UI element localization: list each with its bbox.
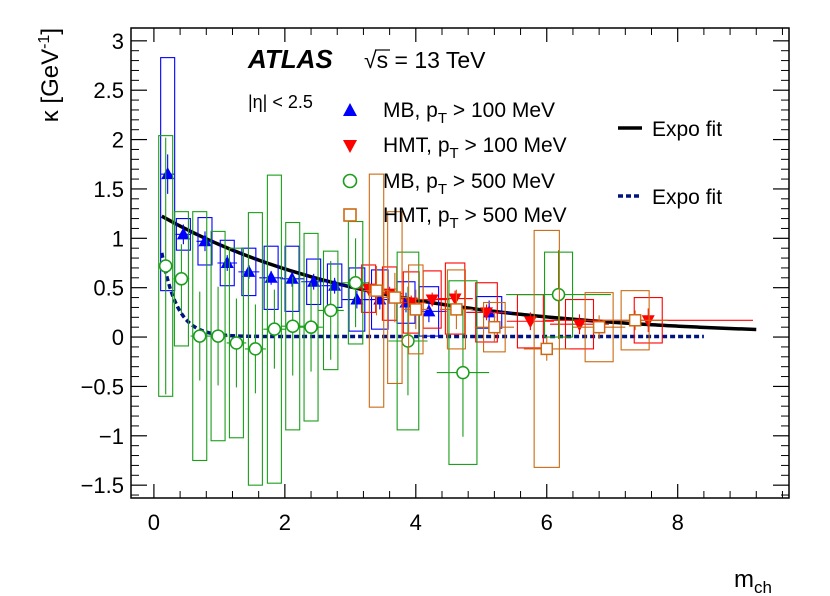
data-point-square-open (370, 284, 383, 297)
y-tick-label: −1.5 (81, 473, 124, 498)
data-point-circle-open (267, 322, 282, 336)
y-axis-title-main: κ [GeV (37, 49, 64, 122)
legend-label-hmt-100-main: HMT, p (383, 134, 450, 157)
data-point-triangle-up (176, 227, 190, 240)
systematic-box (158, 135, 174, 397)
data-point-circle-open (158, 259, 173, 273)
data-point-circle-open (304, 320, 318, 334)
legend-label-hmt-500: HMT, pT > 500 MeV (383, 204, 567, 232)
data-point-circle-open (174, 272, 189, 286)
legend-label-mb-500-main: MB, p (383, 170, 438, 193)
legend-fits: Expo fit Expo fit (618, 118, 722, 209)
data-point-square-open (488, 320, 501, 334)
legend-marker-circle-open (342, 173, 358, 189)
energy-label: √s = 13 TeV (364, 47, 486, 73)
x-tick-label: 8 (672, 510, 684, 535)
data-point-square-open (409, 303, 423, 316)
y-tick-label: 3 (112, 29, 124, 54)
data-point-triangle-up (350, 292, 364, 305)
legend-marker-triangle-up (343, 103, 357, 116)
legend-entry-hmt-500: HMT, pT > 500 MeV (343, 204, 567, 232)
data-point-circle-open (456, 365, 470, 380)
legend-series: MB, pT > 100 MeV HMT, pT > 100 MeV MB, p… (342, 99, 567, 232)
legend-entry-hmt-100: HMT, pT > 100 MeV (343, 134, 567, 162)
data-point-square-open (592, 320, 606, 334)
data-point-circle-open (401, 334, 415, 348)
legend-marker-triangle-down (343, 140, 357, 153)
data-point-triangle-up (422, 304, 436, 317)
systematic-box (160, 57, 176, 292)
legend-label-mb-100: MB, pT > 100 MeV (383, 99, 555, 127)
legend-label-hmt-100-tail: > 100 MeV (459, 134, 567, 157)
data-point-triangle-up (307, 274, 321, 287)
legend-label-mb-500: MB, pT > 500 MeV (383, 170, 555, 198)
data-point-triangle-down (641, 315, 655, 328)
data-point-circle-open (211, 329, 225, 343)
legend-label-hmt-500-main: HMT, p (383, 204, 450, 227)
x-axis-title: mch (734, 566, 772, 596)
y-tick-label: 2 (112, 128, 124, 153)
legend-entry-mb-500: MB, pT > 500 MeV (342, 170, 555, 198)
data-points (158, 57, 753, 486)
data-point-triangle-up (220, 256, 234, 268)
data-point-square-open (450, 303, 463, 316)
data-point-circle-open (248, 342, 263, 356)
legend-label-expo-fit-dashed: Expo fit (652, 186, 722, 209)
y-axis-title-suffix: ] (37, 28, 64, 35)
data-point-circle-open (192, 329, 207, 343)
y-axis-title: κ [GeV-1] (36, 28, 64, 122)
series-mb-p-t-100-mev (160, 57, 513, 337)
data-point-circle-open (229, 336, 244, 350)
data-point-circle-open (551, 287, 566, 302)
data-point-circle-open (323, 303, 338, 318)
experiment-label: ATLAS (247, 44, 333, 74)
x-axis-title-sub: ch (754, 578, 772, 596)
data-point-square-open (628, 314, 642, 327)
legend-label-mb-100-main: MB, p (383, 99, 438, 122)
x-tick-label: 0 (148, 510, 160, 535)
energy-label-sqrt: √s (364, 47, 388, 73)
data-point-triangle-up (198, 234, 212, 247)
legend-marker-square-open (343, 208, 357, 222)
axis-ticks: 0 2 4 6 8 −1.5 −1 −0.5 0 0.5 1 1.5 2 2.5 3 (81, 28, 789, 535)
eta-cut-label: |η| < 2.5 (248, 92, 313, 112)
legend-label-hmt-500-tail: > 500 MeV (459, 204, 567, 227)
legend-label-hmt-100-sub: T (450, 145, 459, 162)
legend-label-mb-100-sub: T (438, 110, 447, 127)
data-point-circle-open (285, 319, 300, 333)
y-tick-label: 0 (112, 325, 124, 350)
data-point-triangle-up (285, 271, 299, 284)
energy-label-value: = 13 TeV (388, 47, 486, 73)
y-axis-title-sup: -1 (36, 35, 53, 49)
x-tick-label: 2 (279, 510, 291, 535)
y-tick-label: 2.5 (93, 78, 124, 103)
y-tick-label: 1 (112, 226, 124, 251)
legend-entry-mb-100: MB, pT > 100 MeV (343, 99, 555, 127)
data-point-square-open (388, 291, 402, 304)
series-mb-p-t-500-mev (158, 135, 611, 486)
x-tick-label: 4 (410, 510, 422, 535)
legend-label-mb-500-tail: > 500 MeV (447, 170, 555, 193)
y-tick-label: 1.5 (93, 177, 124, 202)
data-point-triangle-down (425, 294, 439, 307)
y-tick-label: −1 (99, 424, 124, 449)
legend-label-expo-fit-solid: Expo fit (652, 118, 722, 141)
plot-frame (130, 27, 790, 499)
data-point-triangle-down (572, 319, 586, 332)
legend-label-hmt-500-sub: T (450, 215, 459, 232)
y-tick-label: −0.5 (81, 374, 124, 399)
legend-label-hmt-100: HMT, pT > 100 MeV (383, 134, 567, 162)
x-tick-label: 6 (541, 510, 553, 535)
series-hmt-p-t-500-mev (363, 173, 668, 468)
data-point-triangle-up (161, 167, 175, 180)
data-point-triangle-down (448, 293, 462, 306)
y-tick-label: 0.5 (93, 276, 124, 301)
data-point-square-open (540, 342, 554, 356)
data-point-circle-open (348, 275, 363, 290)
legend-label-mb-500-sub: T (438, 181, 447, 198)
x-axis-title-main: m (734, 566, 754, 593)
legend-label-mb-100-tail: > 100 MeV (447, 99, 555, 122)
